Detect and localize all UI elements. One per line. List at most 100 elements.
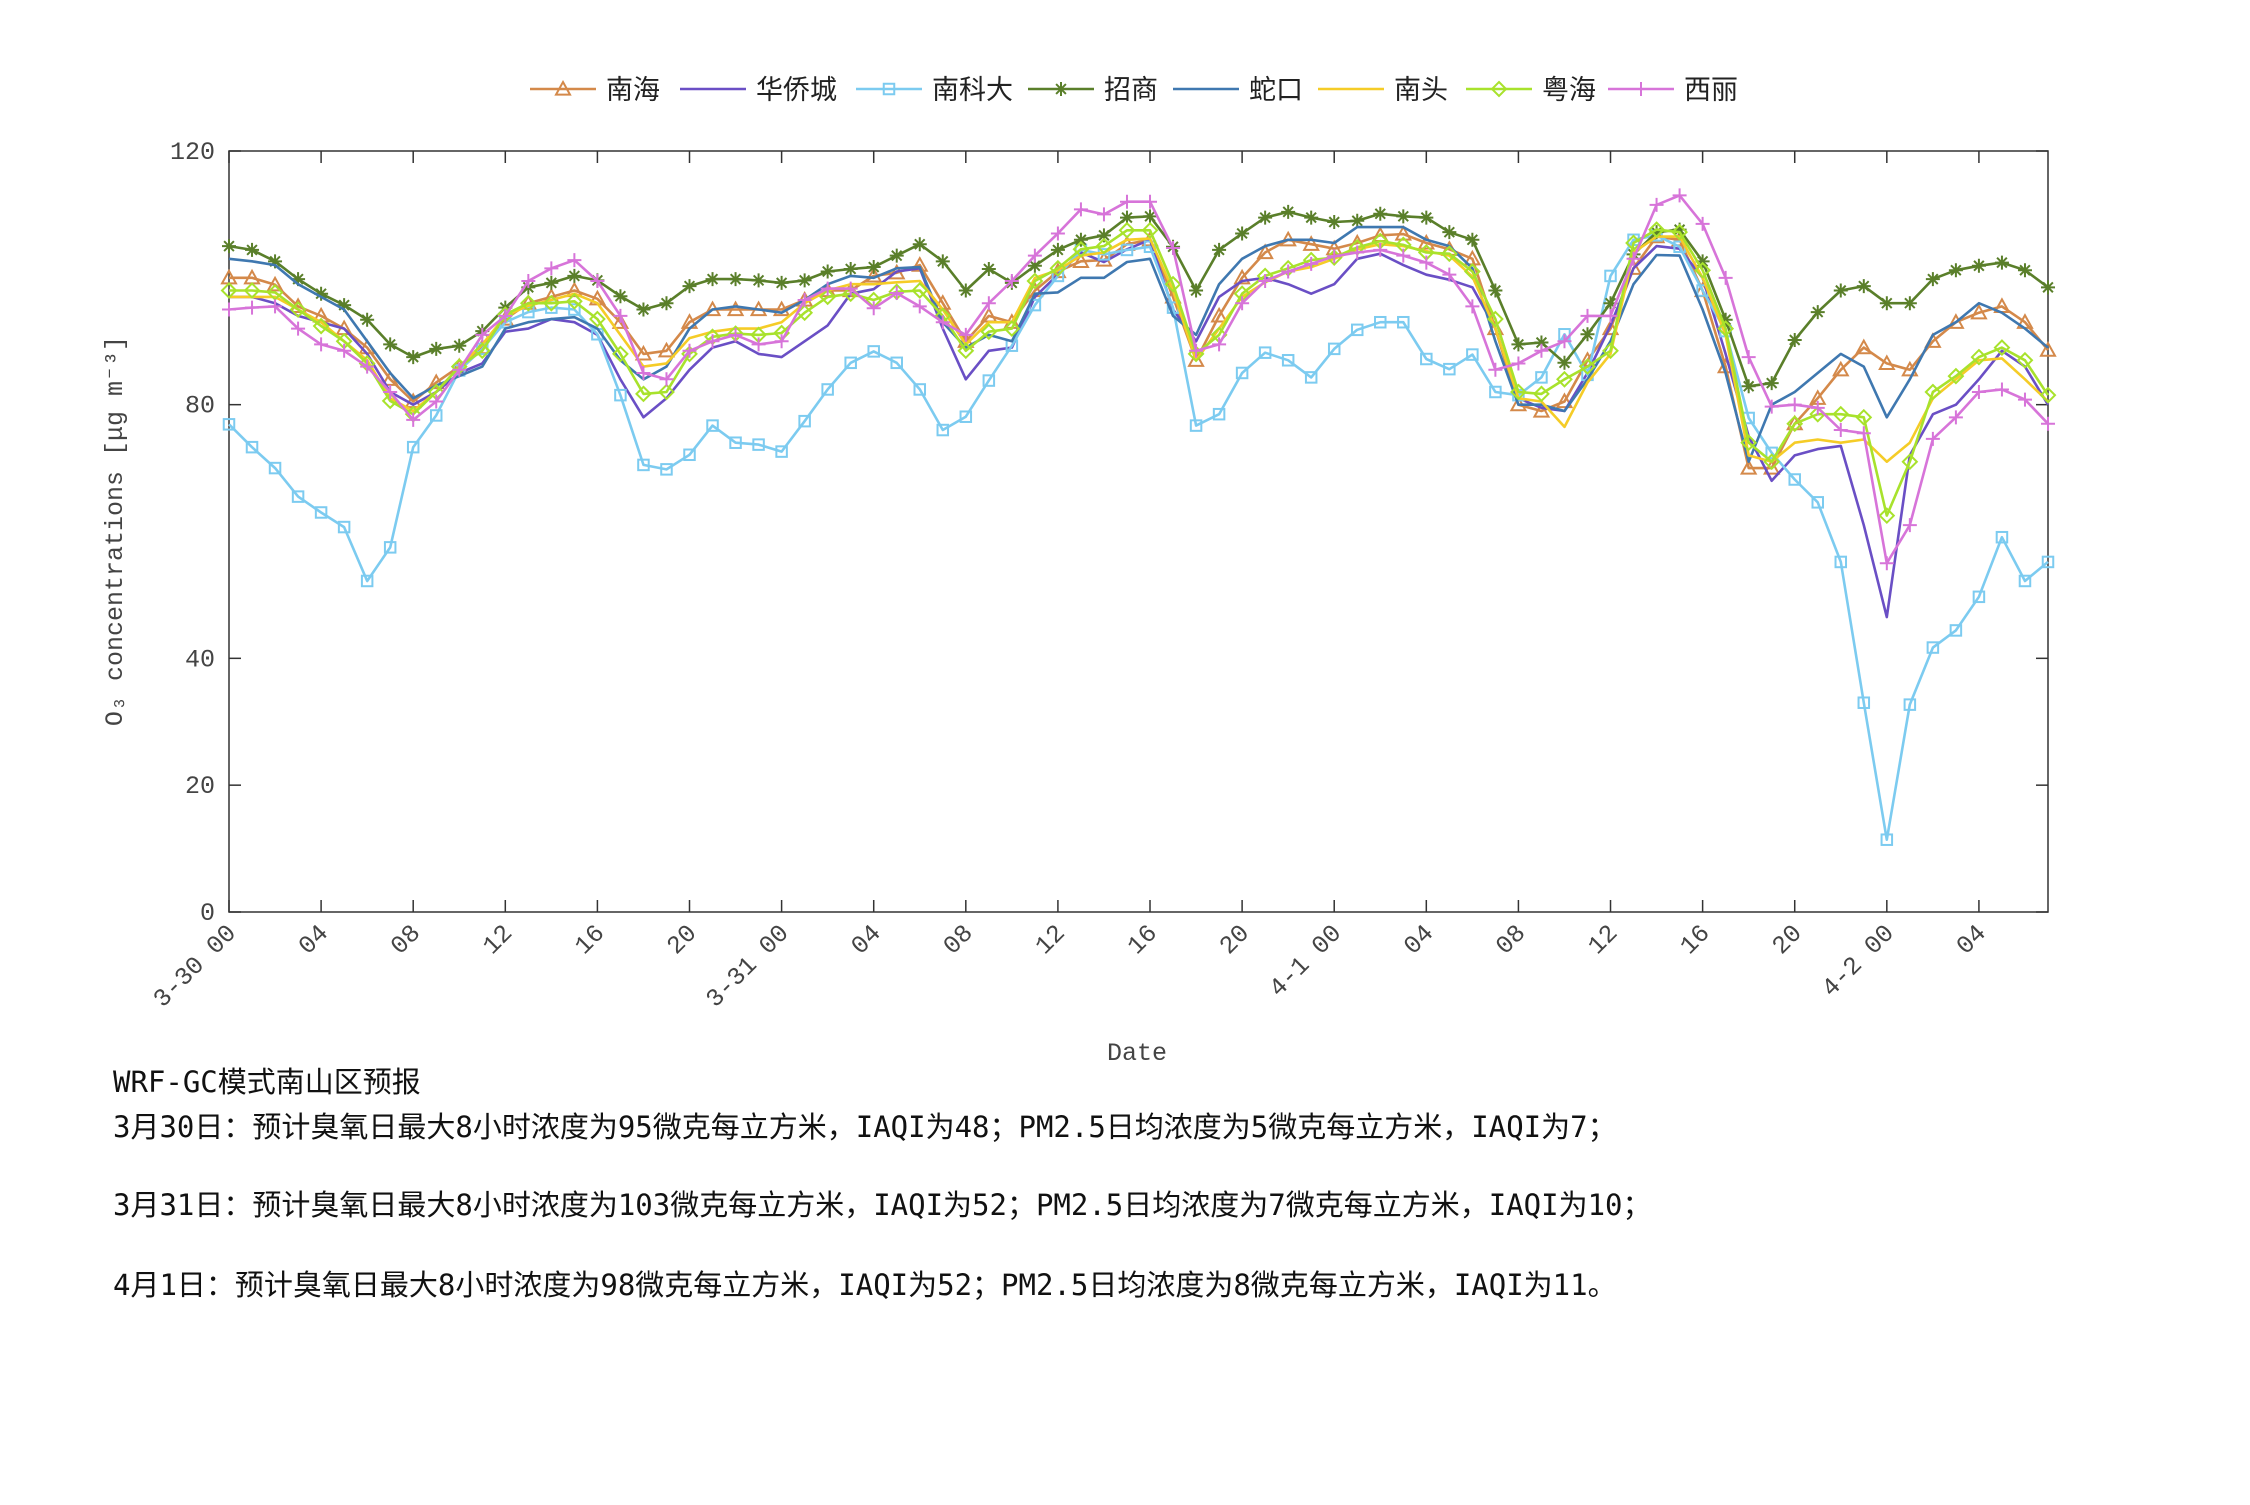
marker xyxy=(1947,313,1965,329)
marker xyxy=(590,274,605,289)
marker xyxy=(1601,319,1620,336)
marker xyxy=(752,438,765,451)
marker xyxy=(337,298,352,313)
marker xyxy=(1925,272,1940,287)
marker xyxy=(1811,496,1824,509)
marker xyxy=(1463,263,1481,280)
marker xyxy=(772,300,791,317)
marker xyxy=(1949,624,1963,637)
marker xyxy=(1212,242,1227,257)
marker xyxy=(1073,202,1088,217)
marker xyxy=(383,337,398,352)
marker xyxy=(1212,337,1227,352)
marker xyxy=(1856,426,1871,441)
marker xyxy=(1302,235,1320,251)
marker xyxy=(1532,401,1551,418)
marker xyxy=(726,300,745,317)
x-axis-label: Date xyxy=(1107,1039,1167,1068)
marker xyxy=(612,345,629,363)
marker xyxy=(1902,296,1917,311)
marker xyxy=(635,385,652,403)
marker xyxy=(2017,392,2032,407)
x-tick-label: 16 xyxy=(569,919,611,961)
x-tick-label: 12 xyxy=(1030,919,1072,961)
marker xyxy=(1350,213,1365,228)
marker xyxy=(1994,382,2009,397)
marker xyxy=(2039,341,2057,357)
marker xyxy=(1924,383,1942,401)
marker xyxy=(866,301,881,316)
marker xyxy=(245,242,260,257)
marker xyxy=(1466,348,1479,361)
marker xyxy=(912,237,927,252)
marker xyxy=(935,315,950,330)
marker xyxy=(1626,251,1641,266)
marker xyxy=(867,345,880,358)
marker xyxy=(1878,507,1896,525)
marker xyxy=(614,388,627,402)
marker xyxy=(982,374,996,387)
marker xyxy=(911,282,929,299)
marker xyxy=(1096,207,1111,222)
marker xyxy=(1212,407,1226,421)
marker xyxy=(498,308,513,323)
marker xyxy=(1003,320,1021,337)
marker xyxy=(682,279,697,294)
marker xyxy=(705,334,720,349)
marker xyxy=(542,294,560,312)
marker xyxy=(1880,833,1894,846)
legend-label: 西丽 xyxy=(1684,75,1738,106)
marker xyxy=(383,541,397,554)
x-tick-label: 3-31 00 xyxy=(700,919,795,1014)
marker xyxy=(1857,696,1871,709)
marker xyxy=(1394,225,1412,241)
x-tick-label: 12 xyxy=(477,919,519,961)
legend-label: 南科大 xyxy=(932,75,1013,106)
marker xyxy=(1050,226,1065,241)
marker xyxy=(1256,243,1274,260)
legend-marker xyxy=(882,82,896,96)
marker xyxy=(1925,431,1940,446)
marker xyxy=(1488,283,1503,298)
marker xyxy=(1396,248,1411,263)
marker xyxy=(314,286,329,301)
marker xyxy=(406,350,421,365)
marker xyxy=(1258,274,1273,289)
marker xyxy=(1189,283,1204,298)
marker xyxy=(1073,232,1088,247)
marker xyxy=(473,342,491,360)
marker xyxy=(567,268,582,283)
legend-label: 蛇口 xyxy=(1249,75,1303,106)
marker xyxy=(1417,233,1436,250)
marker xyxy=(820,264,835,279)
marker xyxy=(1972,590,1986,604)
marker xyxy=(1281,354,1295,367)
marker xyxy=(1788,473,1801,486)
marker xyxy=(568,303,581,316)
marker xyxy=(1235,296,1250,311)
marker xyxy=(1189,419,1203,432)
marker xyxy=(1555,392,1574,409)
marker xyxy=(958,283,973,298)
marker xyxy=(1327,342,1341,356)
marker xyxy=(1096,228,1111,243)
marker xyxy=(1902,518,1917,533)
marker xyxy=(775,445,788,458)
marker xyxy=(1511,356,1526,371)
marker xyxy=(1534,335,1549,350)
marker xyxy=(1718,270,1733,285)
y-axis-label: O₃ concentrations [μg m⁻³] xyxy=(101,336,130,726)
marker xyxy=(659,296,674,311)
series xyxy=(222,188,2055,571)
marker xyxy=(1717,320,1735,337)
y-tick-label: 20 xyxy=(185,772,215,801)
marker xyxy=(819,288,837,306)
marker xyxy=(658,383,675,401)
marker xyxy=(1420,352,1433,366)
marker xyxy=(452,362,467,377)
marker xyxy=(2018,574,2032,588)
marker xyxy=(1166,241,1181,256)
marker xyxy=(1602,342,1619,360)
marker xyxy=(1901,360,1919,377)
x-tick-label: 20 xyxy=(1214,919,1256,961)
